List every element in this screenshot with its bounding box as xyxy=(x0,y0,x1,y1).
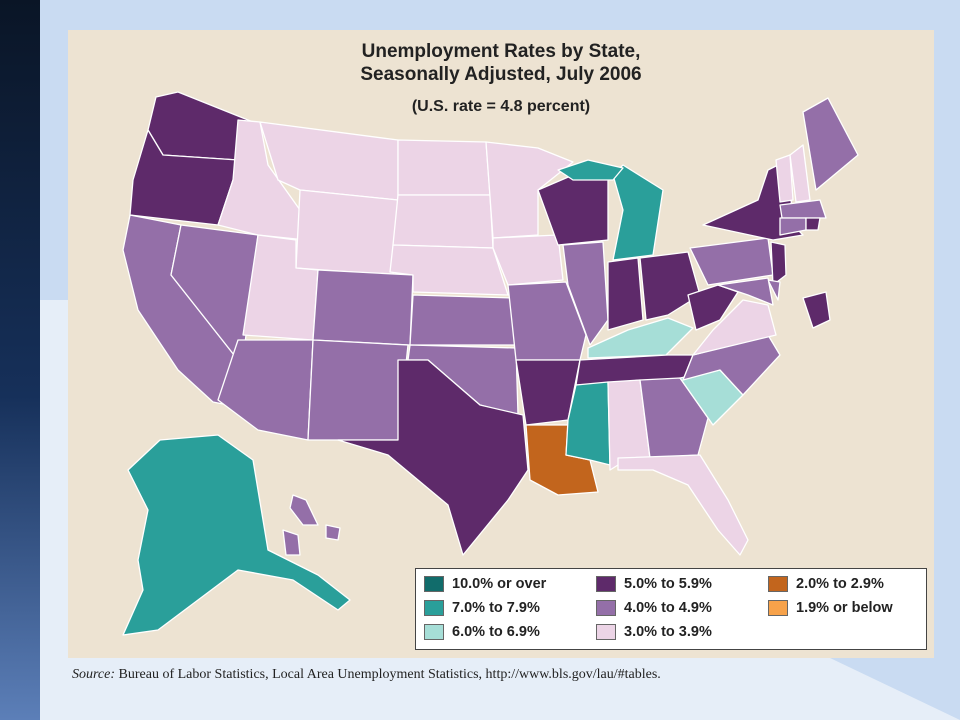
state-vermont xyxy=(775,154,794,203)
state-illinois xyxy=(562,241,609,346)
state-georgia xyxy=(639,377,709,459)
legend-item: 5.0% to 5.9% xyxy=(596,574,712,594)
us-state-map xyxy=(122,91,859,636)
state-florida xyxy=(617,454,749,556)
state-iowa xyxy=(492,234,564,286)
state-maryland xyxy=(717,277,774,306)
state-michigan xyxy=(612,164,664,261)
state-arizona xyxy=(217,339,314,441)
legend-swatch xyxy=(596,600,616,616)
state-south-dakota xyxy=(392,194,494,249)
legend-label: 7.0% to 7.9% xyxy=(452,600,540,616)
legend-item: 3.0% to 3.9% xyxy=(596,622,712,642)
legend-item: 2.0% to 2.9% xyxy=(768,574,884,594)
state-kentucky xyxy=(587,317,694,359)
legend-swatch xyxy=(596,624,616,640)
state-indiana xyxy=(607,257,644,331)
map-panel: Unemployment Rates by State, Seasonally … xyxy=(68,30,934,658)
state-new-hampshire xyxy=(789,144,811,203)
state-hawaii-small-islands xyxy=(325,524,341,541)
state-wyoming xyxy=(295,189,399,276)
map-title: Unemployment Rates by State, Seasonally … xyxy=(68,40,934,86)
legend-label: 4.0% to 4.9% xyxy=(624,600,712,616)
state-colorado xyxy=(312,269,414,346)
state-michigan-upper xyxy=(557,159,624,181)
legend-swatch xyxy=(424,576,444,592)
state-new-jersey xyxy=(770,241,787,286)
legend-label: 10.0% or over xyxy=(452,576,547,592)
legend-swatch xyxy=(768,576,788,592)
source-text: Bureau of Labor Statistics, Local Area U… xyxy=(118,667,661,682)
state-new-mexico xyxy=(307,339,409,441)
legend-item: 10.0% or over xyxy=(424,574,546,594)
source-prefix: Source: xyxy=(72,667,116,682)
left-decorative-stripe xyxy=(0,0,40,720)
legend-label: 6.0% to 6.9% xyxy=(452,624,540,640)
legend-label: 3.0% to 3.9% xyxy=(624,624,712,640)
state-hawaii-islands xyxy=(289,494,319,526)
legend-item: 1.9% or below xyxy=(768,598,893,618)
legend-swatch xyxy=(596,576,616,592)
map-legend: 10.0% or over 7.0% to 7.9% 6.0% to 6.9% … xyxy=(415,568,927,650)
state-shapes xyxy=(122,91,859,636)
state-ohio xyxy=(639,251,701,321)
legend-label: 1.9% or below xyxy=(796,600,893,616)
title-line-1: Unemployment Rates by State, xyxy=(361,41,641,62)
state-north-dakota xyxy=(397,139,491,196)
state-rhode-island xyxy=(805,217,821,231)
legend-label: 5.0% to 5.9% xyxy=(624,576,712,592)
map-subtitle: (U.S. rate = 4.8 percent) xyxy=(411,98,591,115)
legend-swatch xyxy=(424,600,444,616)
state-maine xyxy=(802,97,859,191)
state-delaware xyxy=(767,279,781,301)
state-district-of-columbia xyxy=(802,291,831,329)
title-line-2: Seasonally Adjusted, July 2006 xyxy=(360,64,642,85)
source-citation: Source: Bureau of Labor Statistics, Loca… xyxy=(72,667,932,683)
legend-item: 6.0% to 6.9% xyxy=(424,622,540,642)
state-west-virginia xyxy=(687,284,739,331)
legend-swatch xyxy=(424,624,444,640)
state-virginia xyxy=(692,299,777,356)
legend-item: 4.0% to 4.9% xyxy=(596,598,712,618)
state-alaska xyxy=(122,434,351,636)
legend-item: 7.0% to 7.9% xyxy=(424,598,540,618)
state-missouri xyxy=(507,281,587,361)
state-massachusetts xyxy=(779,199,827,219)
legend-swatch xyxy=(768,600,788,616)
state-hawaii xyxy=(282,529,301,556)
state-wisconsin xyxy=(537,174,609,246)
legend-label: 2.0% to 2.9% xyxy=(796,576,884,592)
state-texas xyxy=(337,359,529,556)
state-connecticut xyxy=(779,217,807,236)
state-pennsylvania xyxy=(689,237,774,286)
state-kansas xyxy=(409,294,517,346)
